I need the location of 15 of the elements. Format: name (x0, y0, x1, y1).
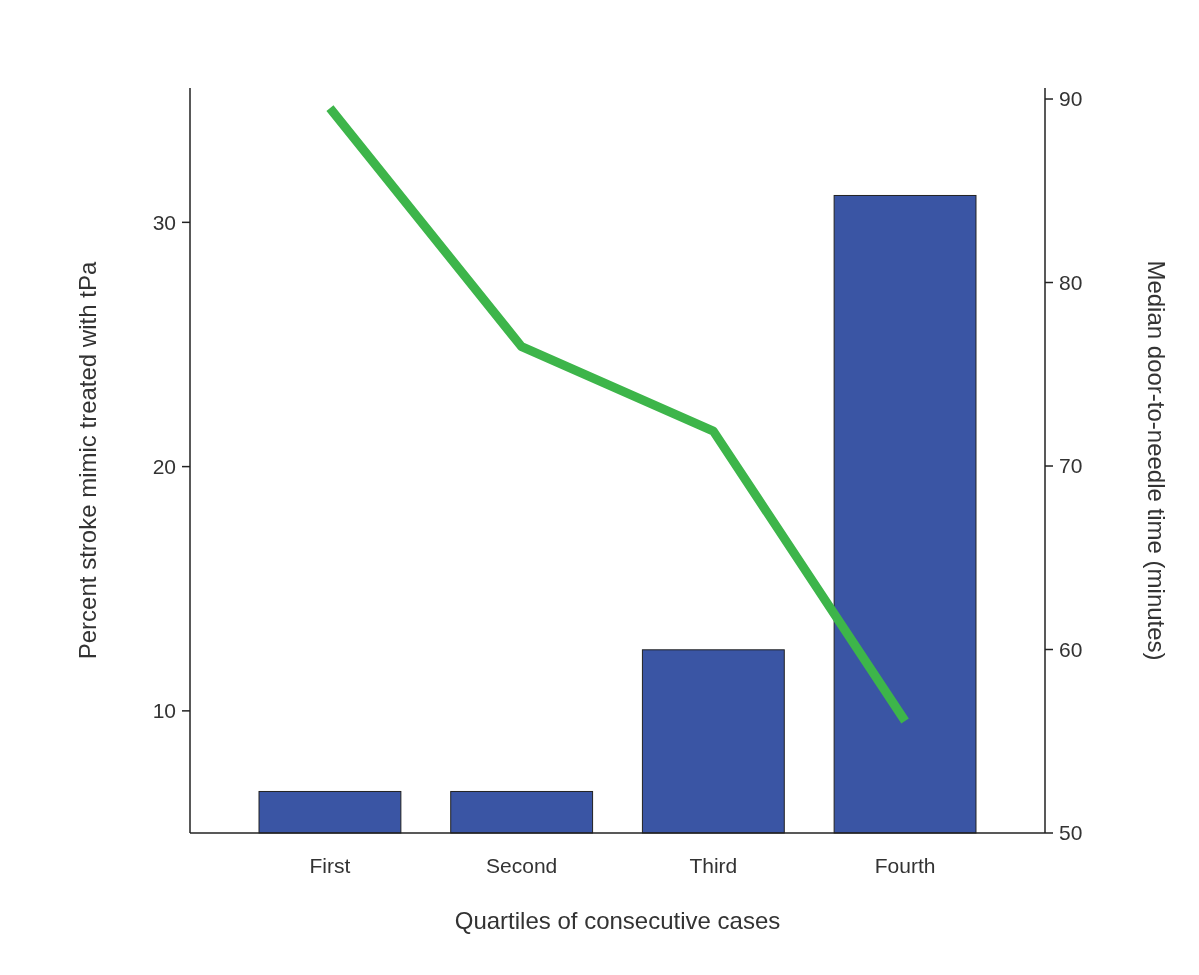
y-tick-label: 10 (152, 699, 176, 723)
x-tick-label: Fourth (874, 854, 936, 877)
x-tick-label: Third (689, 854, 738, 877)
y2-tick-label: 70 (1059, 454, 1083, 478)
y-tick-label: 20 (152, 454, 176, 478)
y2-tick-label: 90 (1059, 87, 1083, 111)
y2-axis-title: Median door-to-needle time (minutes) (1143, 260, 1170, 661)
y-axis-title: Percent stroke mimic treated with tPa (74, 261, 101, 660)
y2-tick-label: 60 (1059, 637, 1083, 661)
y-tick-label: 30 (152, 210, 176, 234)
y2-tick-label: 50 (1059, 821, 1083, 845)
x-axis-title: Quartiles of consecutive cases (454, 907, 781, 934)
x-tick-label: First (309, 854, 351, 877)
x-tick-label: Second (486, 854, 558, 877)
y2-tick-label: 80 (1059, 270, 1083, 294)
